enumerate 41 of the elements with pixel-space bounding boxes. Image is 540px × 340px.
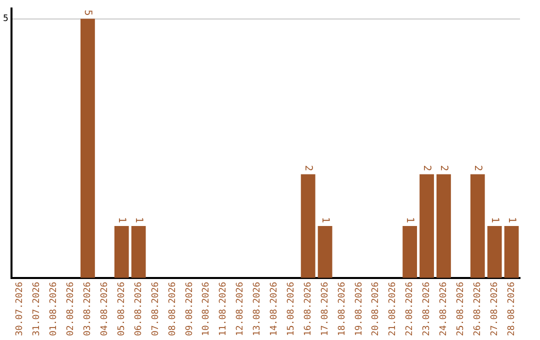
x-tick-label: 11.08.2026 xyxy=(218,282,229,336)
x-tick-label: 08.08.2026 xyxy=(168,282,178,336)
x-tick-label: 03.08.2026 xyxy=(83,282,94,336)
data-label: 1 xyxy=(132,216,144,224)
x-tick-label: 06.08.2026 xyxy=(134,282,144,336)
data-label: 1 xyxy=(488,216,500,224)
x-tick-label: 04.08.2026 xyxy=(100,282,110,336)
data-label: 1 xyxy=(506,216,517,224)
x-tick-label: 23.08.2026 xyxy=(422,282,432,336)
x-tick-label: 25.08.2026 xyxy=(456,282,466,336)
data-label: 2 xyxy=(472,165,484,172)
x-tick-label: 14.08.2026 xyxy=(270,282,280,336)
x-tick-label: 27.08.2026 xyxy=(490,282,500,336)
x-tick-label: 15.08.2026 xyxy=(286,282,296,336)
x-tick-label: 13.08.2026 xyxy=(252,282,263,336)
x-tick-label: 31.07.2026 xyxy=(32,282,42,336)
data-label: 2 xyxy=(302,165,314,172)
x-tick-label: 17.08.2026 xyxy=(320,282,330,336)
x-tick-label: 09.08.2026 xyxy=(184,282,195,336)
data-label: 5 xyxy=(82,10,94,16)
x-tick-label: 01.08.2026 xyxy=(49,282,60,336)
x-tick-label: 05.08.2026 xyxy=(116,282,127,336)
x-tick-label: 20.08.2026 xyxy=(371,282,382,336)
x-tick-label: 18.08.2026 xyxy=(337,282,348,336)
x-tick-label: 02.08.2026 xyxy=(66,282,76,336)
x-tick-label: 24.08.2026 xyxy=(439,282,450,336)
x-tick-label: 19.08.2026 xyxy=(354,282,364,336)
data-label: 1 xyxy=(319,216,330,224)
data-label: 2 xyxy=(421,165,432,172)
x-tick-label: 12.08.2026 xyxy=(236,282,246,336)
data-label: 1 xyxy=(116,216,128,224)
x-tick-label: 16.08.2026 xyxy=(303,282,314,336)
x-tick-label: 21.08.2026 xyxy=(388,282,398,336)
x-tick-label: 22.08.2026 xyxy=(405,282,416,336)
x-tick-label: 30.07.2026 xyxy=(15,282,26,336)
x-tick-label: 26.08.2026 xyxy=(472,282,483,336)
data-label: 1 xyxy=(404,216,416,224)
x-tick-label: 07.08.2026 xyxy=(150,282,161,336)
x-tick-label: 28.08.2026 xyxy=(506,282,517,336)
data-label: 2 xyxy=(438,165,450,172)
x-tick-label: 10.08.2026 xyxy=(202,282,212,336)
